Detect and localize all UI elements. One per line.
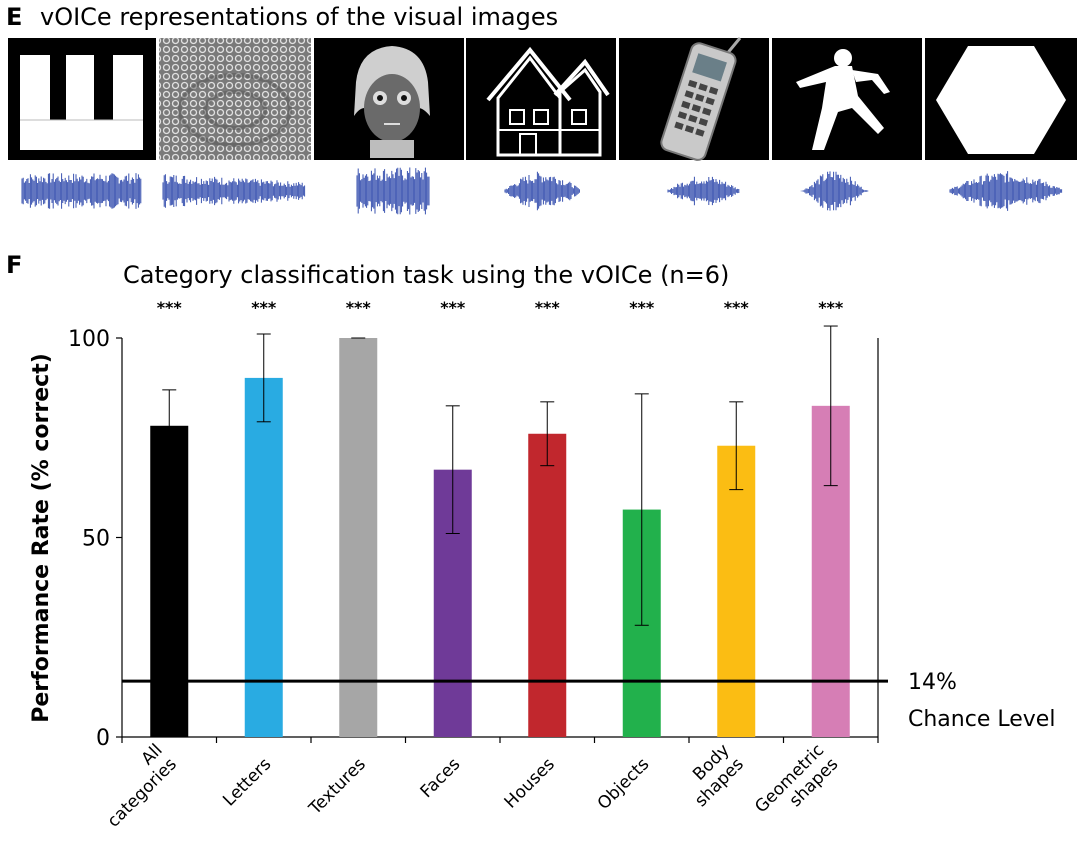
significance-label: *** <box>251 298 277 317</box>
audio-waveform <box>667 176 740 206</box>
significance-label: *** <box>629 298 655 317</box>
bar <box>339 338 378 737</box>
y-tick-label: 100 <box>68 327 110 352</box>
x-tick-label: Textures <box>305 754 370 819</box>
audio-waveform <box>949 171 1063 211</box>
error-bar <box>162 389 177 463</box>
x-tick-label: Faces <box>417 754 465 802</box>
audio-waveform <box>21 173 142 209</box>
x-tick-label: Objects <box>594 754 654 814</box>
x-tick-label: Houses <box>501 754 559 812</box>
y-tick-label: 0 <box>96 726 110 751</box>
audio-waveform <box>800 171 869 211</box>
texture-image <box>159 38 311 160</box>
house-image <box>466 38 616 160</box>
significance-label: *** <box>818 298 844 317</box>
panel-e-title: vOICe representations of the visual imag… <box>40 3 558 31</box>
y-tick-label: 50 <box>82 527 110 552</box>
significance-label: *** <box>535 298 561 317</box>
audio-waveform <box>356 167 430 215</box>
error-bar <box>634 393 649 626</box>
error-bar <box>823 325 838 487</box>
x-tick-label: Letters <box>219 754 275 810</box>
chart-title: Category classification task using the v… <box>123 261 729 289</box>
significance-label: *** <box>157 298 183 317</box>
x-category-label: Textures <box>305 754 370 819</box>
y-axis-label: Performance Rate (% correct) <box>29 353 54 723</box>
chance-level-label: Chance Level <box>908 707 1055 732</box>
error-bar <box>256 333 271 423</box>
x-tick-label: categories <box>104 754 181 831</box>
letters-image <box>8 38 156 160</box>
stimulus-images-row <box>8 37 1077 161</box>
x-category-label: Objects <box>594 754 654 814</box>
chance-level-value: 14% <box>908 670 957 695</box>
panel-f-letter: F <box>6 251 22 279</box>
body-shape-image <box>772 38 922 160</box>
geometric-shape-image <box>925 38 1077 160</box>
bar <box>717 445 756 737</box>
error-bar <box>445 405 460 535</box>
bar <box>244 377 283 737</box>
significance-label: *** <box>346 298 372 317</box>
audio-waveform <box>162 174 306 208</box>
x-category-label: Houses <box>501 754 559 812</box>
significance-label: *** <box>440 298 466 317</box>
object-image <box>619 37 769 161</box>
x-category-label: Faces <box>417 754 465 802</box>
audio-waveform <box>504 171 580 211</box>
x-category-label: Letters <box>219 754 275 810</box>
bar <box>150 425 189 737</box>
panel-e-letter: E <box>6 3 22 31</box>
significance-label: *** <box>724 298 750 317</box>
bar <box>528 433 567 737</box>
audio-waveforms-row <box>21 167 1063 215</box>
error-bar <box>540 401 555 467</box>
face-image <box>314 38 464 160</box>
error-bar <box>729 401 744 491</box>
